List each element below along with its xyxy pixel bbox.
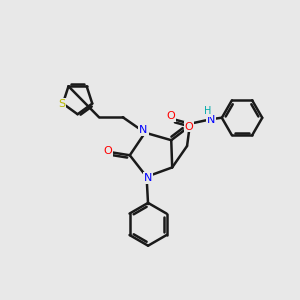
Text: O: O (103, 146, 112, 156)
Text: O: O (166, 111, 175, 121)
Text: N: N (140, 125, 148, 135)
Text: N: N (144, 173, 152, 183)
Text: H: H (204, 106, 211, 116)
Text: S: S (58, 99, 65, 109)
Text: N: N (207, 115, 215, 125)
Text: O: O (185, 122, 194, 131)
